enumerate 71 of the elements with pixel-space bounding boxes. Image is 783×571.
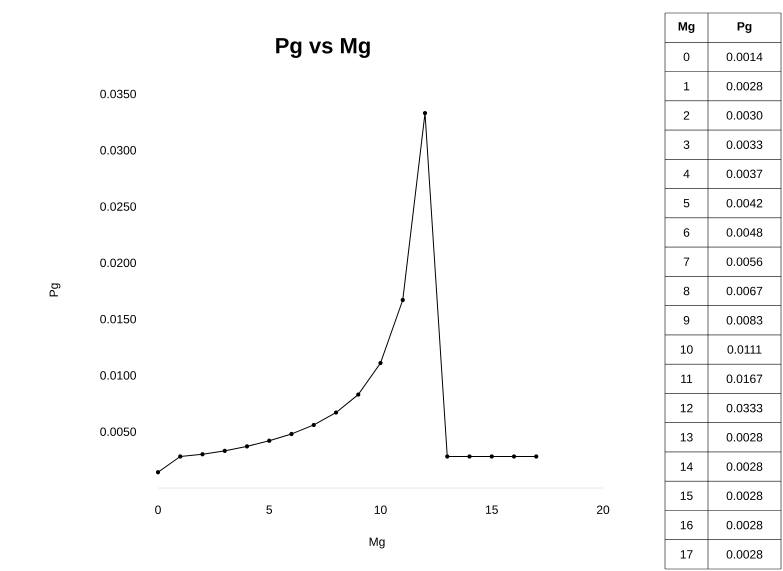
text: 7: [684, 258, 690, 266]
y-tick-label: 0.0150: [100, 314, 136, 324]
point: [534, 454, 538, 459]
point: [512, 454, 516, 459]
y-tick-label: 0.0350: [100, 90, 136, 98]
text: 0.0042: [726, 198, 762, 208]
text: 4: [683, 170, 690, 178]
x-tick-label: 10: [374, 506, 387, 514]
text: 5: [684, 199, 690, 208]
text: 0.0167: [726, 374, 762, 384]
text: 0.0028: [726, 520, 762, 530]
text: 14: [680, 462, 693, 471]
point: [356, 392, 360, 397]
point: [490, 454, 494, 459]
point: [289, 432, 294, 436]
point: [378, 360, 383, 366]
point: [312, 422, 316, 428]
text: Pg: [738, 22, 752, 33]
text: 0.0048: [726, 228, 762, 237]
chart-title: Pg vs Mg: [276, 38, 370, 58]
x-tick-label: 0: [155, 506, 161, 514]
point: [422, 111, 428, 116]
point: [178, 454, 182, 459]
point: [334, 410, 338, 415]
point: [400, 298, 405, 302]
text: 2: [684, 111, 690, 120]
y-tick-label: 0.0050: [100, 427, 136, 436]
text: 1: [684, 82, 690, 90]
text: 6: [684, 228, 690, 237]
text: 8: [684, 286, 690, 296]
text: 17: [680, 550, 693, 559]
y-tick-label: 0.0200: [100, 258, 136, 268]
x-tick-label: 5: [266, 506, 272, 514]
text: 0.0083: [726, 316, 762, 325]
point: [222, 448, 227, 453]
text: 10: [680, 345, 693, 354]
text: 0.0014: [726, 52, 763, 62]
text: 0: [684, 52, 690, 62]
text: 0.0033: [726, 140, 762, 149]
y-tick-label: 0.0100: [100, 371, 136, 380]
text: 13: [680, 433, 693, 442]
x-tick-label: 15: [486, 506, 498, 514]
text: 0.0067: [726, 286, 762, 296]
y-tick-label: 0.0250: [100, 202, 136, 211]
x-axis-title: Mg: [370, 538, 385, 548]
point: [467, 454, 472, 459]
point: [267, 438, 272, 443]
point: [244, 444, 250, 448]
text: 0.0037: [726, 170, 762, 178]
text: 0.0333: [726, 404, 762, 412]
text: Mg: [678, 22, 694, 33]
text: 0.0028: [726, 82, 762, 90]
y-axis-title: Pg: [50, 283, 60, 296]
text: 9: [684, 316, 690, 325]
text: 16: [680, 520, 693, 530]
text: 0.0030: [726, 111, 762, 120]
text: 15: [680, 492, 693, 500]
text: 11: [681, 374, 692, 383]
text: 3: [684, 140, 690, 149]
text: 0.0056: [726, 257, 762, 266]
text: 0.0028: [726, 462, 762, 471]
point: [200, 452, 205, 456]
point: [156, 470, 160, 474]
x-tick-label: 20: [596, 506, 610, 514]
y-tick-label: 0.0300: [100, 146, 136, 155]
text: 0.0028: [726, 492, 762, 500]
text: 0.0111: [728, 345, 762, 354]
text: 0.0028: [726, 433, 762, 442]
text: 12: [680, 404, 693, 412]
text: 0.0028: [726, 550, 762, 559]
point: [445, 454, 450, 459]
